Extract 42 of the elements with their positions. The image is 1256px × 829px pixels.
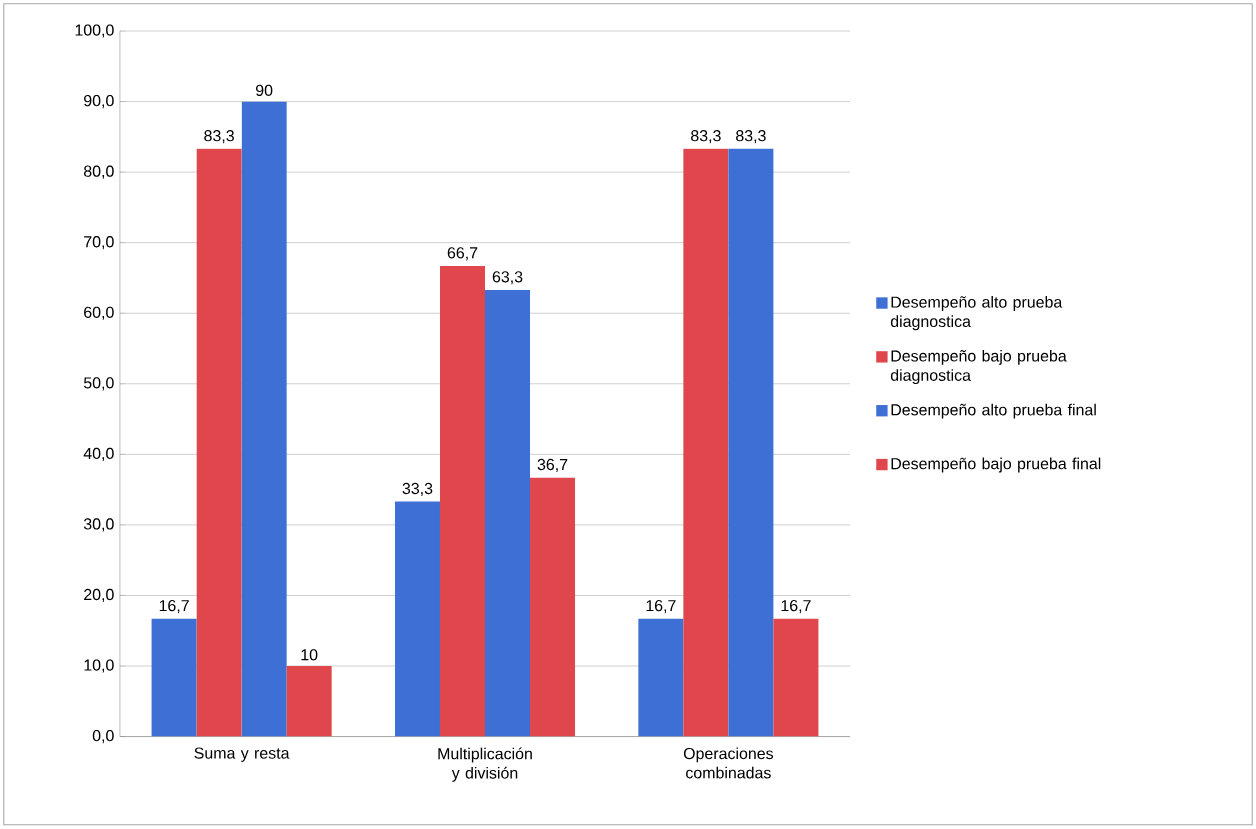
data-label: 66,7	[447, 247, 478, 261]
data-label: 63,3	[492, 271, 523, 285]
y-tick-label: 30,0	[83, 518, 114, 532]
data-label: 16,7	[646, 600, 676, 614]
x-tick-label: Suma y resta	[194, 747, 290, 763]
data-label: 10	[301, 649, 318, 661]
x-tick-label: Operaciones combinadas	[683, 747, 774, 779]
y-tick-label: 50,0	[83, 377, 114, 391]
legend-label: Desempeño alto prueba diagnostica	[890, 296, 1063, 331]
bar	[773, 618, 819, 737]
legend-label: Desempeño bajo prueba diagnostica	[890, 350, 1067, 385]
data-label: 36,7	[537, 459, 568, 473]
data-label: 83,3	[691, 130, 721, 144]
data-label: 83,3	[204, 130, 234, 144]
y-tick-label: 100,0	[75, 24, 114, 38]
data-label: 83,3	[736, 130, 766, 144]
legend-label: Desempeño alto prueba final	[891, 404, 1096, 419]
data-label: 16,7	[781, 600, 811, 614]
y-tick-label: 0,0	[92, 730, 114, 744]
data-label: 33,3	[402, 483, 433, 497]
bar	[530, 477, 576, 737]
bar	[394, 501, 440, 737]
y-tick-label: 20,0	[84, 589, 114, 603]
bar	[439, 266, 486, 737]
y-tick-label: 80,0	[83, 165, 114, 179]
data-label: 16,7	[159, 600, 189, 614]
x-tick-label: Multiplicación y división	[438, 747, 532, 783]
data-label: 90	[256, 84, 273, 97]
bar	[683, 149, 729, 737]
y-tick-label: 90,0	[84, 95, 114, 109]
y-tick-label: 10,0	[84, 659, 114, 673]
bar	[485, 290, 531, 737]
y-tick-label: 60,0	[84, 306, 114, 321]
y-tick-label: 40,0	[83, 448, 114, 462]
y-tick-label: 70,0	[84, 236, 114, 250]
bar	[151, 618, 197, 737]
bar	[638, 618, 684, 737]
bar	[728, 149, 774, 737]
bar	[241, 101, 287, 737]
bar	[286, 666, 332, 737]
legend-label: Desempeño bajo prueba final	[891, 457, 1101, 473]
bar	[196, 149, 242, 737]
